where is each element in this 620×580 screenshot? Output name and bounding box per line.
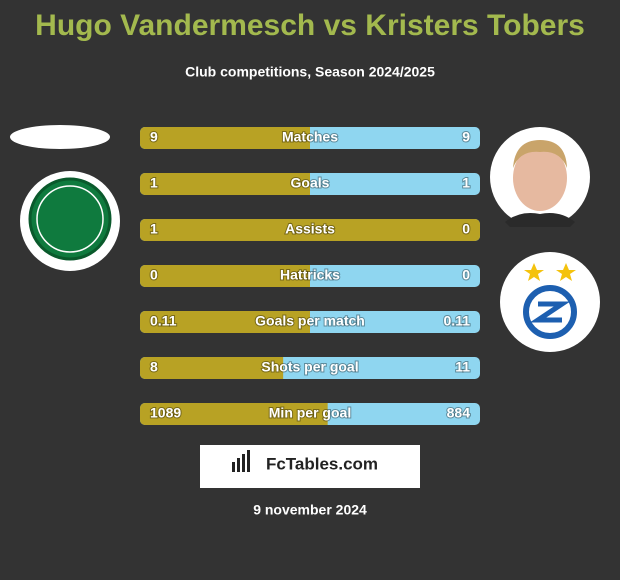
stat-label: Hattricks [280, 267, 340, 283]
stat-rows: 9 Matches 91 Goals 11 Assists 00 Hattricks 00.11… [140, 127, 480, 425]
stat-label: Assists [285, 221, 335, 237]
logo-star [524, 263, 544, 281]
logo-z [529, 301, 571, 323]
brand-box [200, 445, 420, 488]
bar-left [140, 357, 284, 379]
stat-label: Shots per goal [261, 359, 358, 375]
left-value: 9 [150, 129, 158, 145]
stat-label: Min per goal [269, 405, 351, 421]
left-value: 0.11 [150, 313, 177, 329]
bar-left [140, 311, 310, 333]
logo-star [556, 263, 576, 281]
title: Hugo Vandermesch vs Kristers Tobers [35, 9, 585, 42]
right-value: 0.11 [444, 313, 471, 329]
right-value: 0 [462, 221, 470, 237]
brand-icon [232, 450, 250, 472]
logo-badge [28, 177, 112, 261]
bar-left [140, 173, 310, 195]
left-value: 1 [150, 175, 158, 191]
right-club-logo [500, 252, 600, 352]
bar-left [140, 219, 480, 241]
left-player-placeholder [10, 125, 110, 149]
bar-left [140, 403, 328, 425]
photo-shirt [505, 213, 575, 227]
stat-label: Goals [291, 175, 330, 191]
date: 9 november 2024 [253, 502, 367, 518]
brand-name: FcTables.com [266, 454, 378, 473]
logo-ring [523, 285, 577, 339]
left-value: 1089 [150, 405, 181, 421]
right-value: 1 [462, 175, 470, 191]
right-value: 11 [455, 359, 470, 375]
stat-label: Matches [282, 129, 338, 145]
left-value: 1 [150, 221, 158, 237]
bar-left [140, 265, 310, 287]
subtitle: Club competitions, Season 2024/2025 [185, 64, 435, 80]
icon-bar [247, 450, 250, 472]
left-club-logo [20, 171, 120, 271]
left-value: 8 [150, 359, 158, 375]
photo-hair [513, 140, 567, 168]
icon-bar [242, 454, 245, 472]
icon-bar [232, 462, 235, 472]
logo-ring [36, 185, 104, 253]
right-value: 0 [462, 267, 470, 283]
icon-bar [237, 458, 240, 472]
photo-face [513, 145, 567, 211]
stat-label: Goals per match [255, 313, 365, 329]
left-value: 0 [150, 267, 158, 283]
right-value: 9 [462, 129, 470, 145]
bar-left [140, 127, 310, 149]
right-player-photo [490, 127, 590, 227]
right-value: 884 [447, 405, 471, 421]
